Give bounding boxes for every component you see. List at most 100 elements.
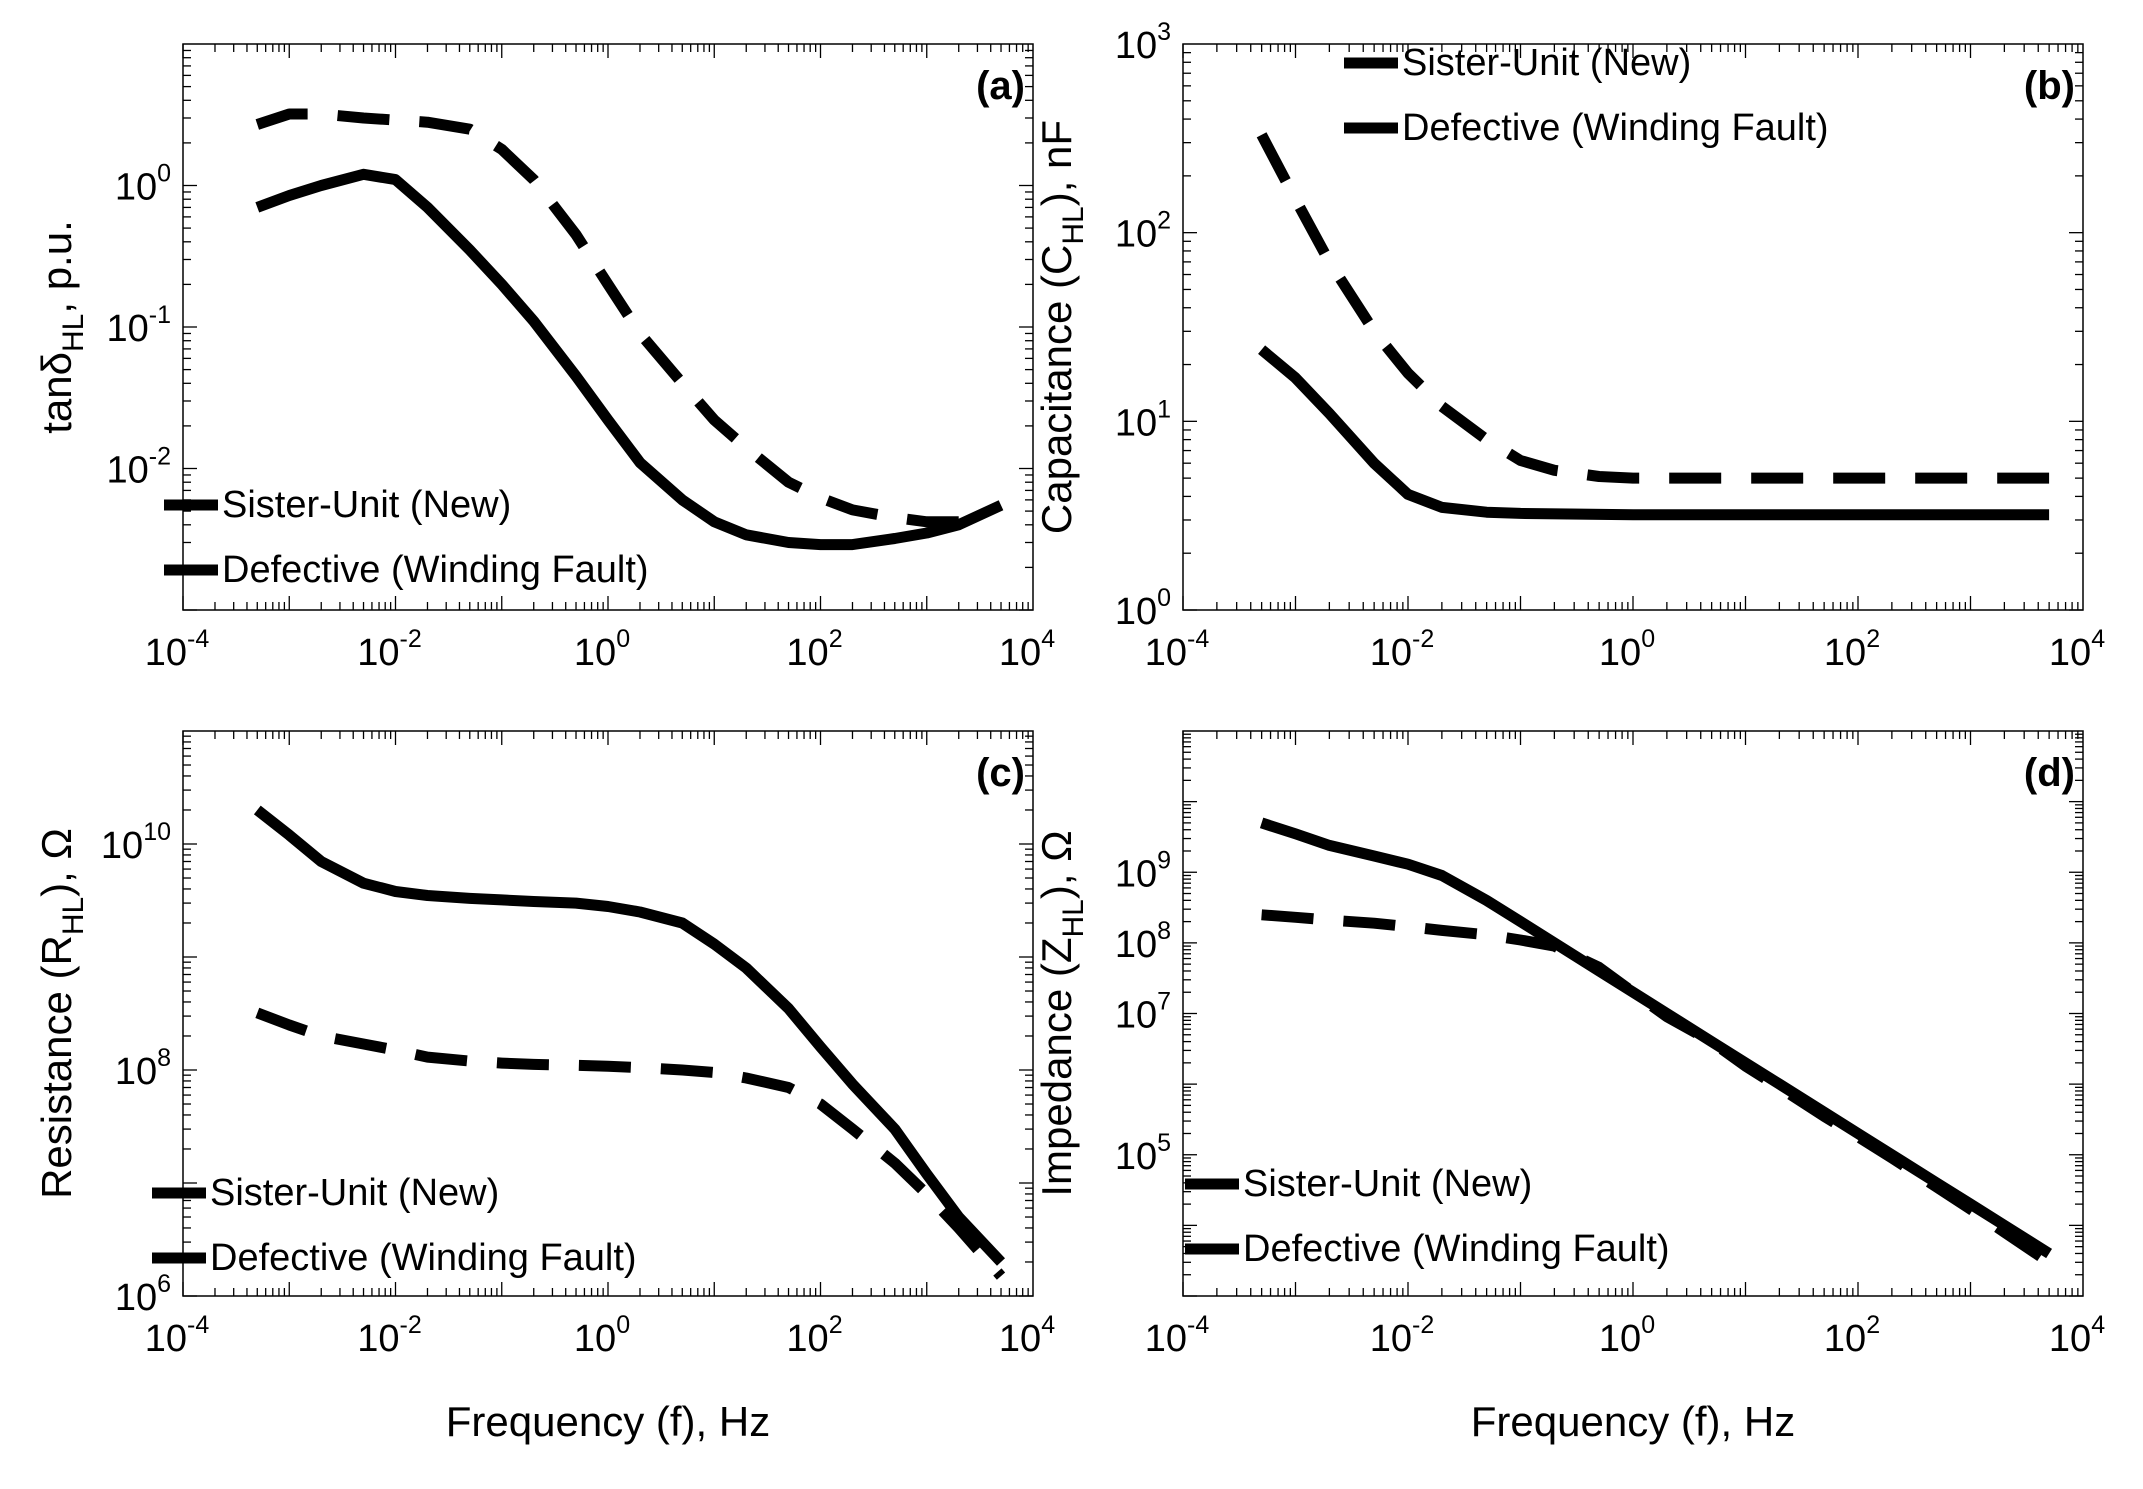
y-tick-base: 10 [1115, 995, 1157, 1037]
x-tick-base: 10 [786, 1318, 828, 1360]
x-tick-exponent: 0 [616, 1311, 630, 1339]
y-tick-base: 10 [106, 450, 148, 492]
x-axis-label: Frequency (f), Hz [446, 1398, 770, 1445]
y-tick-label: 100 [1115, 584, 1171, 633]
y-tick-exponent: 3 [1157, 18, 1171, 46]
x-tick-exponent: 2 [1866, 625, 1880, 653]
x-tick-exponent: -2 [400, 1311, 422, 1339]
x-tick-base: 10 [1599, 632, 1641, 674]
y-axis-label: tanδHL, p.u. [33, 220, 90, 434]
y-tick-label: 1010 [101, 818, 171, 867]
panel-b: 10-4 10-2 100 102 104100101102103Capacitance… [1033, 18, 2105, 674]
y-tick-base: 10 [115, 1277, 157, 1319]
x-tick-exponent: 4 [2091, 625, 2105, 653]
x-tick-label: 10-4 [145, 625, 210, 674]
legend-entry-label: Defective (Winding Fault) [222, 549, 649, 591]
y-axis-label-main: Capacitance (C [1033, 245, 1080, 534]
x-tick-exponent: 4 [1041, 1311, 1055, 1339]
y-tick-exponent: 2 [1157, 207, 1171, 235]
x-tick-base: 10 [1824, 632, 1866, 674]
series-line-sister-unit [1258, 345, 2050, 521]
legend-entry-label: Sister-Unit (New) [222, 484, 511, 526]
series-line-sister-unit [253, 805, 1006, 1266]
x-tick-base: 10 [574, 632, 616, 674]
x-tick-label: 10-2 [357, 625, 422, 674]
x-tick-exponent: -4 [1187, 625, 1209, 653]
y-tick-label: 103 [1115, 18, 1171, 67]
x-tick-label: 100 [1599, 1311, 1655, 1360]
y-tick-base: 10 [1115, 853, 1157, 895]
x-tick-label: 104 [999, 625, 1055, 674]
panel-label: (b) [2024, 64, 2075, 108]
legend-entry-label: Sister-Unit (New) [1402, 42, 1691, 84]
y-axis-label-suffix: ), Ω [1033, 830, 1080, 899]
x-tick-label: 10-2 [357, 1311, 422, 1360]
y-tick-label: 10-1 [106, 301, 171, 350]
y-axis-label-suffix: ), Ω [33, 828, 80, 897]
legend: Sister-Unit (New) Defective (Winding Faul… [1344, 42, 1829, 149]
x-tick-exponent: 2 [1866, 1311, 1880, 1339]
y-tick-base: 10 [101, 825, 143, 867]
y-tick-base: 10 [1115, 1136, 1157, 1178]
y-tick-label: 109 [1115, 846, 1171, 895]
x-tick-exponent: -2 [1412, 625, 1434, 653]
y-tick-label: 108 [115, 1044, 171, 1093]
legend-entry-label: Defective (Winding Fault) [210, 1237, 637, 1279]
y-axis-label-subscript: HL [1057, 899, 1090, 937]
axes-frame [1182, 730, 2084, 1297]
x-tick-label: 10-4 [1145, 1311, 1210, 1360]
x-tick-base: 10 [999, 1318, 1041, 1360]
y-tick-label: 100 [115, 160, 171, 209]
x-tick-exponent: -2 [1412, 1311, 1434, 1339]
x-tick-label: 100 [574, 625, 630, 674]
y-axis-label-subscript: HL [57, 314, 90, 352]
series-line-defective [255, 108, 959, 528]
y-tick-base: 10 [1115, 402, 1157, 444]
y-tick-exponent: 10 [143, 818, 171, 846]
y-tick-exponent: 0 [157, 160, 171, 188]
x-tick-base: 10 [786, 632, 828, 674]
x-tick-exponent: 0 [616, 625, 630, 653]
y-tick-label: 106 [115, 1270, 171, 1319]
y-tick-base: 10 [1115, 25, 1157, 67]
y-tick-base: 10 [1115, 214, 1157, 256]
legend: Sister-Unit (New) Defective (Winding Faul… [164, 484, 649, 591]
x-tick-exponent: 4 [1041, 625, 1055, 653]
y-tick-base: 10 [1115, 591, 1157, 633]
y-tick-label: 10-2 [106, 443, 171, 492]
x-tick-label: 102 [1824, 625, 1880, 674]
y-tick-exponent: 6 [157, 1270, 171, 1298]
y-tick-base: 10 [115, 167, 157, 209]
x-tick-exponent: 2 [829, 1311, 843, 1339]
x-tick-base: 10 [145, 1318, 187, 1360]
y-tick-base: 10 [115, 1051, 157, 1093]
panel-label: (a) [976, 64, 1025, 108]
x-tick-label: 102 [1824, 1311, 1880, 1360]
x-tick-label: 10-2 [1370, 625, 1435, 674]
y-axis-label: Capacitance (CHL), nF [1033, 120, 1090, 534]
y-axis-label-suffix: ), nF [1033, 120, 1080, 206]
x-tick-exponent: -2 [400, 625, 422, 653]
x-tick-base: 10 [574, 1318, 616, 1360]
legend: Sister-Unit (New) Defective (Winding Faul… [152, 1172, 637, 1279]
y-tick-base: 10 [106, 308, 148, 350]
y-axis-label-subscript: HL [1057, 206, 1090, 244]
y-tick-exponent: 7 [1157, 988, 1171, 1016]
legend-entry-label: Defective (Winding Fault) [1243, 1228, 1670, 1270]
legend-entry-label: Sister-Unit (New) [210, 1172, 499, 1214]
y-tick-label: 105 [1115, 1129, 1171, 1178]
x-tick-base: 10 [1599, 1318, 1641, 1360]
y-tick-exponent: 8 [157, 1044, 171, 1072]
x-tick-base: 10 [357, 632, 399, 674]
x-tick-label: 104 [2049, 1311, 2105, 1360]
x-tick-base: 10 [1370, 1318, 1412, 1360]
x-tick-label: 10-2 [1370, 1311, 1435, 1360]
x-tick-base: 10 [145, 632, 187, 674]
series-line-sister-unit [1259, 817, 2053, 1259]
legend-entry-label: Sister-Unit (New) [1243, 1163, 1532, 1205]
x-tick-base: 10 [1370, 632, 1412, 674]
x-tick-exponent: -4 [187, 625, 209, 653]
panel-label: (d) [2024, 751, 2075, 795]
